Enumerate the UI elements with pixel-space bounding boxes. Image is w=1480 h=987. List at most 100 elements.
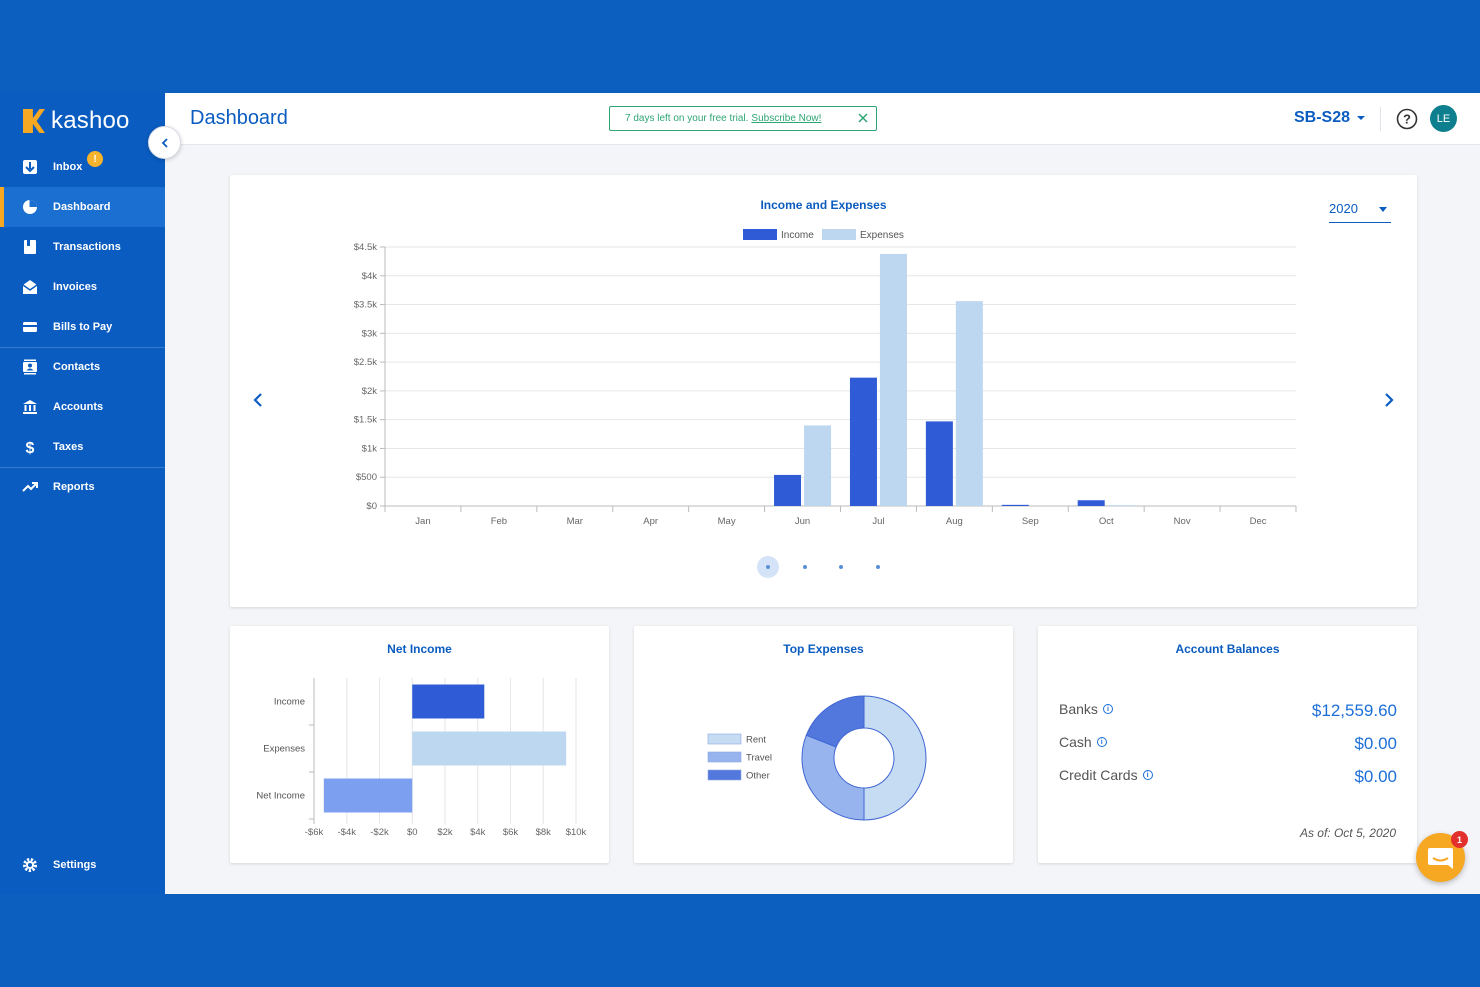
- info-icon[interactable]: i: [1102, 704, 1113, 714]
- x-tick-label: -$2k: [370, 827, 389, 838]
- user-avatar[interactable]: LE: [1430, 105, 1457, 132]
- sidebar-item-label: Accounts: [53, 401, 104, 413]
- company-selector[interactable]: SB-S28: [1294, 109, 1367, 127]
- legend-label-other: Other: [746, 771, 770, 782]
- legend-swatch-other: [707, 769, 742, 781]
- bar-income-jun: [774, 474, 802, 506]
- info-icon[interactable]: i: [1142, 770, 1153, 780]
- logo-mark-icon: [23, 109, 45, 133]
- balance-label: Banks i: [1059, 701, 1113, 717]
- y-tick-label: $2k: [362, 386, 378, 397]
- card-title: Account Balances: [1175, 642, 1280, 656]
- chevron-right-icon[interactable]: [1379, 390, 1399, 410]
- x-tick-label: $0: [407, 827, 418, 838]
- info-icon[interactable]: i: [1096, 737, 1107, 747]
- balance-label-text: Cash: [1059, 734, 1092, 750]
- bar-income-oct: [1077, 500, 1105, 506]
- balance-label-text: Credit Cards: [1059, 767, 1138, 783]
- inbox-icon: [22, 159, 38, 175]
- company-name: SB-S28: [1294, 109, 1351, 126]
- balance-row-credit-cards[interactable]: Credit Cards i $0.00: [1059, 767, 1397, 787]
- pie-chart-icon: [22, 199, 38, 215]
- y-tick-label: $4k: [362, 271, 378, 282]
- bar-expenses-oct: [1107, 505, 1135, 507]
- balance-value: $12,559.60: [1311, 701, 1397, 720]
- sidebar-item-reports[interactable]: Reports: [0, 467, 165, 507]
- x-tick-label: Sep: [1022, 516, 1039, 527]
- legend-label-expenses: Expenses: [860, 230, 904, 241]
- sidebar-divider: [0, 467, 165, 468]
- carousel-dot[interactable]: [839, 565, 843, 569]
- card-title: Top Expenses: [783, 642, 864, 656]
- y-tick-label: $4.5k: [354, 242, 377, 253]
- caret-down-icon: [1357, 116, 1366, 120]
- collapse-sidebar-button[interactable]: [148, 126, 181, 159]
- logo-text: kashoo: [51, 107, 130, 134]
- x-tick-label: $4k: [470, 827, 486, 838]
- top-expenses-card: Top Expenses Rent Travel Other: [634, 626, 1013, 863]
- subscribe-link[interactable]: Subscribe Now!: [751, 113, 822, 124]
- help-icon[interactable]: ?: [1396, 108, 1418, 130]
- contacts-icon: [22, 359, 38, 375]
- bar-expenses: [412, 731, 567, 766]
- sidebar-divider: [0, 347, 165, 348]
- sidebar-item-accounts[interactable]: Accounts: [0, 387, 165, 427]
- sidebar-item-bills[interactable]: Bills to Pay: [0, 307, 165, 347]
- year-select[interactable]: 2020: [1329, 199, 1391, 223]
- net-income-chart: -$6k -$4k -$2k $0 $2k $4k $6k $8k $10k Income Expe…: [256, 678, 587, 838]
- sidebar-item-inbox[interactable]: Inbox: [0, 147, 165, 187]
- sidebar-item-dashboard[interactable]: Dashboard: [0, 187, 165, 227]
- inbox-alert-badge: !: [87, 151, 103, 167]
- slice-rent: [863, 695, 927, 821]
- slice-travel: [801, 734, 865, 821]
- sidebar-item-contacts[interactable]: Contacts: [0, 347, 165, 387]
- sidebar-item-label: Taxes: [53, 441, 84, 453]
- chevron-left-icon[interactable]: [248, 390, 268, 410]
- kashoo-logo[interactable]: kashoo: [23, 107, 130, 135]
- x-tick-label: Aug: [946, 516, 963, 527]
- net-income-card: Net Income -$6k -$4k -$2k $0 $2k $4k $6k $8k $10…: [230, 626, 609, 863]
- x-tick-label: May: [718, 516, 736, 527]
- caret-down-icon: [1379, 207, 1387, 212]
- x-tick-label: $8k: [536, 827, 552, 838]
- balance-value: $0.00: [1354, 734, 1397, 753]
- bar-income: [412, 684, 485, 719]
- balance-row-banks[interactable]: Banks i $12,559.60: [1059, 701, 1397, 721]
- x-tick-label: Mar: [567, 516, 583, 527]
- y-tick-label: Income: [274, 697, 305, 708]
- dollar-icon: $: [22, 439, 38, 455]
- account-balances-card: Account Balances Banks i $12,559.60 Cash i…: [1038, 626, 1417, 863]
- bar-income-aug: [925, 421, 953, 506]
- slice-other: [805, 695, 865, 748]
- legend-label-income: Income: [781, 230, 814, 241]
- sidebar-item-taxes[interactable]: $ Taxes: [0, 427, 165, 467]
- y-tick-label: $0: [366, 501, 377, 512]
- carousel-dot[interactable]: [803, 565, 807, 569]
- close-icon[interactable]: [856, 111, 870, 125]
- sidebar-item-transactions[interactable]: Transactions: [0, 227, 165, 267]
- carousel-dot[interactable]: [876, 565, 880, 569]
- legend-swatch-rent: [707, 733, 742, 745]
- chat-unread-badge: 1: [1451, 831, 1468, 848]
- balance-label: Cash i: [1059, 734, 1107, 750]
- svg-text:$: $: [26, 440, 35, 455]
- sidebar-item-settings[interactable]: Settings: [0, 845, 165, 885]
- bar-income-sep: [1001, 504, 1029, 506]
- legend-swatch-travel: [707, 751, 742, 763]
- sidebar-item-label: Dashboard: [53, 201, 111, 213]
- sidebar-item-label: Invoices: [53, 281, 98, 293]
- top-bar: Dashboard 7 days left on your free trial…: [165, 93, 1480, 145]
- top-expenses-chart: Rent Travel Other: [707, 695, 927, 821]
- card-title: Income and Expenses: [760, 198, 887, 212]
- sidebar-item-invoices[interactable]: Invoices: [0, 267, 165, 307]
- income-expenses-chart: Income Expenses $0 $500 $1k $1.5k $2k $2.5k $3…: [354, 229, 1297, 527]
- y-tick-label: $2.5k: [354, 357, 377, 368]
- balance-row-cash[interactable]: Cash i $0.00: [1059, 734, 1397, 754]
- carousel-dot[interactable]: [766, 565, 770, 569]
- envelope-icon: [22, 279, 38, 295]
- x-tick-label: -$6k: [305, 827, 324, 838]
- x-tick-label: -$4k: [338, 827, 357, 838]
- chat-launcher-button[interactable]: [1416, 833, 1465, 882]
- bank-icon: [22, 399, 38, 415]
- chat-icon: [1428, 848, 1453, 869]
